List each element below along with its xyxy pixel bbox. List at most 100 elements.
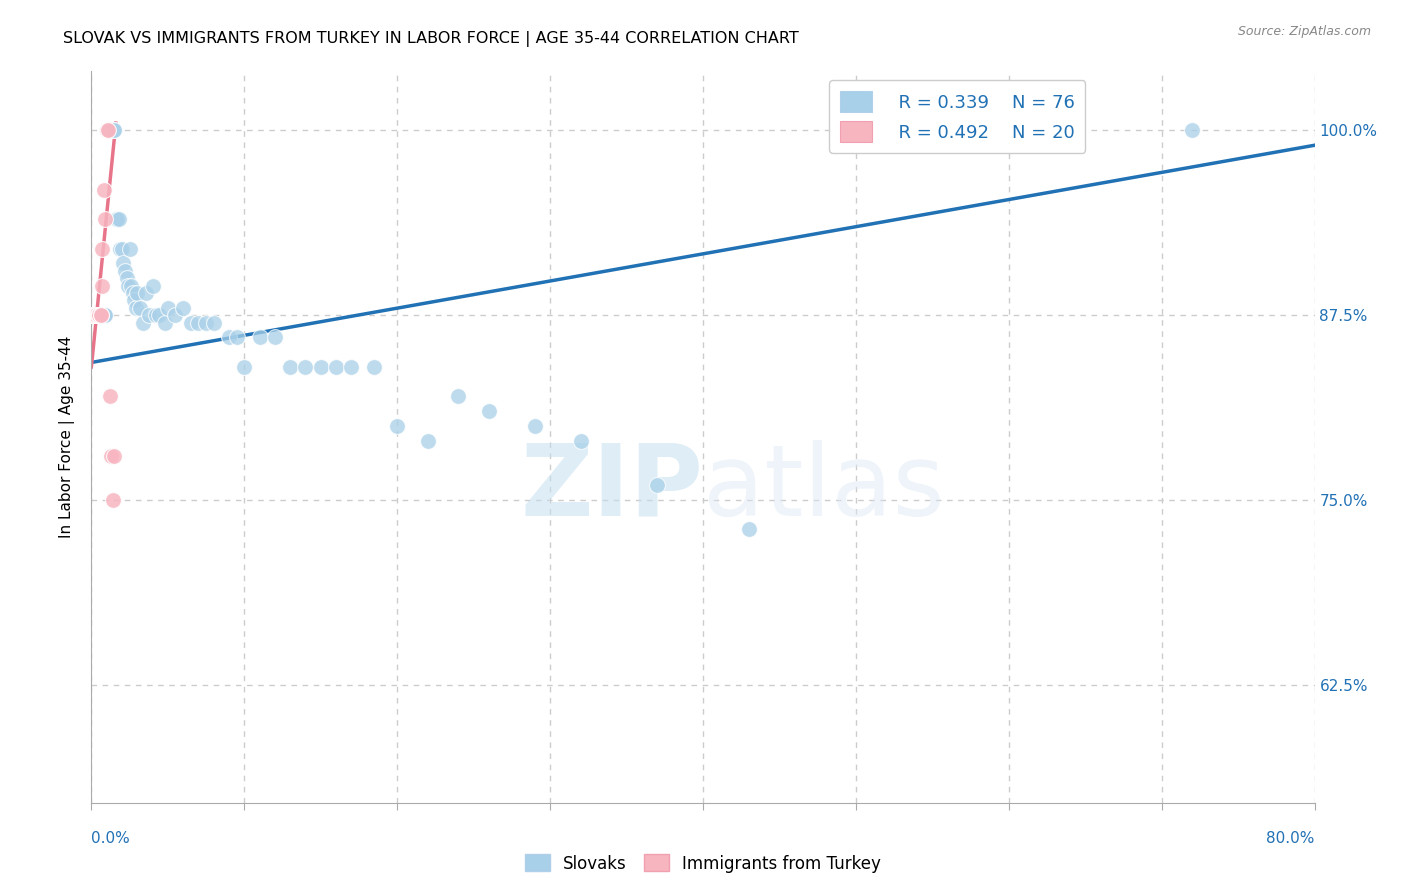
Legend: Slovaks, Immigrants from Turkey: Slovaks, Immigrants from Turkey: [519, 847, 887, 880]
Point: [104, 212, 127, 227]
Point: [385, 419, 409, 434]
Point: [108, 212, 131, 227]
Point: [87, 308, 110, 322]
Point: [278, 359, 301, 374]
Point: [447, 389, 470, 403]
Point: [125, 301, 148, 315]
Point: [294, 359, 316, 374]
Point: [83, 308, 105, 322]
Point: [202, 316, 225, 330]
Point: [90, 308, 112, 322]
Point: [103, 123, 125, 137]
Point: [1181, 123, 1204, 137]
Point: [523, 419, 546, 434]
Point: [121, 285, 143, 300]
Point: [115, 271, 138, 285]
Point: [86, 308, 108, 322]
Text: atlas: atlas: [703, 440, 945, 537]
Point: [156, 301, 179, 315]
Point: [129, 301, 152, 315]
Point: [86, 308, 108, 322]
Point: [569, 434, 592, 448]
Point: [309, 359, 332, 374]
Text: Source: ZipAtlas.com: Source: ZipAtlas.com: [1237, 25, 1371, 38]
Point: [153, 316, 176, 330]
Point: [141, 278, 163, 293]
Point: [738, 523, 761, 537]
Point: [340, 359, 363, 374]
Point: [103, 123, 125, 137]
Point: [94, 308, 117, 322]
Point: [98, 389, 121, 403]
Point: [94, 308, 117, 322]
Point: [87, 308, 110, 322]
Point: [84, 308, 107, 322]
Point: [103, 449, 125, 463]
Point: [82, 308, 104, 322]
Point: [645, 478, 668, 492]
Point: [187, 316, 209, 330]
Point: [91, 308, 114, 322]
Point: [91, 242, 114, 256]
Point: [84, 308, 107, 322]
Point: [100, 449, 122, 463]
Point: [264, 330, 287, 344]
Point: [138, 308, 160, 322]
Legend:   R = 0.339    N = 76,   R = 0.492    N = 20: R = 0.339 N = 76, R = 0.492 N = 20: [830, 80, 1085, 153]
Point: [148, 308, 170, 322]
Text: ZIP: ZIP: [520, 440, 703, 537]
Point: [93, 308, 115, 322]
Point: [165, 308, 187, 322]
Point: [416, 434, 439, 448]
Point: [97, 123, 120, 137]
Point: [91, 308, 114, 322]
Point: [105, 212, 128, 227]
Point: [93, 308, 115, 322]
Point: [145, 308, 167, 322]
Point: [96, 123, 118, 137]
Text: 80.0%: 80.0%: [1267, 831, 1315, 846]
Point: [180, 316, 202, 330]
Point: [93, 183, 115, 197]
Point: [96, 123, 118, 137]
Point: [114, 264, 136, 278]
Point: [90, 308, 112, 322]
Text: 0.0%: 0.0%: [91, 831, 131, 846]
Point: [86, 308, 108, 322]
Point: [97, 123, 120, 137]
Point: [135, 285, 157, 300]
Point: [233, 359, 256, 374]
Point: [90, 308, 112, 322]
Point: [98, 123, 121, 137]
Text: SLOVAK VS IMMIGRANTS FROM TURKEY IN LABOR FORCE | AGE 35-44 CORRELATION CHART: SLOVAK VS IMMIGRANTS FROM TURKEY IN LABO…: [63, 31, 799, 47]
Point: [87, 308, 110, 322]
Point: [84, 308, 107, 322]
Point: [363, 359, 385, 374]
Point: [83, 308, 105, 322]
Point: [132, 316, 155, 330]
Point: [96, 123, 118, 137]
Point: [90, 308, 112, 322]
Point: [118, 242, 141, 256]
Point: [97, 123, 120, 137]
Point: [101, 492, 124, 507]
Point: [127, 285, 149, 300]
Point: [478, 404, 501, 418]
Point: [87, 308, 110, 322]
Point: [111, 242, 134, 256]
Point: [120, 278, 142, 293]
Point: [101, 123, 124, 137]
Point: [94, 212, 117, 227]
Point: [249, 330, 271, 344]
Point: [117, 278, 139, 293]
Point: [82, 308, 104, 322]
Point: [172, 301, 194, 315]
Point: [110, 242, 132, 256]
Point: [218, 330, 240, 344]
Point: [225, 330, 247, 344]
Point: [100, 123, 122, 137]
Y-axis label: In Labor Force | Age 35-44: In Labor Force | Age 35-44: [59, 336, 76, 538]
Point: [84, 308, 107, 322]
Point: [91, 278, 114, 293]
Point: [83, 308, 105, 322]
